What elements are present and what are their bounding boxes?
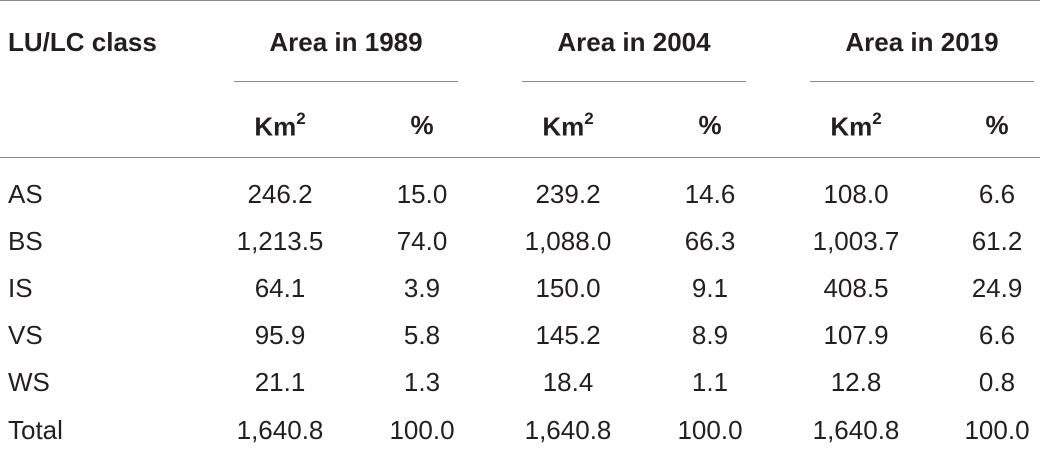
table-cell: 64.1 [254, 273, 306, 303]
group-rule-1989 [234, 81, 458, 82]
group-rule-2004 [522, 81, 746, 82]
row-label: VS [8, 320, 43, 350]
row-label: WS [8, 367, 50, 397]
table-cell: 1.1 [691, 367, 729, 397]
table-cell: 18.4 [542, 367, 594, 397]
table-cell: 74.0 [396, 226, 448, 256]
table-cell: 1,213.5 [236, 226, 324, 256]
table-cell: 246.2 [247, 179, 313, 209]
table-cell: 408.5 [823, 273, 889, 303]
unit-km-label: Km [830, 111, 873, 142]
table-cell: 239.2 [535, 179, 601, 209]
group-rule-2019 [810, 81, 1034, 82]
row-label: IS [8, 273, 33, 303]
table-cell: 9.1 [691, 273, 729, 303]
unit-km-superscript: 2 [584, 109, 594, 128]
unit-km2-2019: Km2 [830, 109, 882, 142]
table-cell: 1,640.8 [236, 415, 324, 445]
unit-km2-1989: Km2 [254, 109, 306, 142]
table-cell: 100.0 [964, 415, 1030, 445]
group-header-1989: Area in 1989 [269, 27, 423, 57]
group-header-2019: Area in 2019 [845, 27, 999, 57]
table-cell: 108.0 [823, 179, 889, 209]
unit-km2-2004: Km2 [542, 109, 594, 142]
table-cell: 1,088.0 [524, 226, 612, 256]
group-header-2004: Area in 2004 [557, 27, 711, 57]
row-label: AS [8, 179, 43, 209]
table-cell: 1,640.8 [524, 415, 612, 445]
class-column-header: LU/LC class [8, 27, 157, 57]
header-bottom-rule [0, 157, 1040, 158]
table-cell: 14.6 [684, 179, 736, 209]
unit-km-label: Km [542, 111, 585, 142]
unit-pct-1989: % [410, 110, 434, 140]
table-cell: 1,003.7 [812, 226, 900, 256]
table-cell: 24.9 [971, 273, 1023, 303]
unit-pct-2004: % [698, 110, 722, 140]
table-cell: 95.9 [254, 320, 306, 350]
table-cell: 3.9 [403, 273, 441, 303]
table-cell: 0.8 [978, 367, 1016, 397]
table-cell: 8.9 [691, 320, 729, 350]
table-cell: 107.9 [823, 320, 889, 350]
table-cell: 5.8 [403, 320, 441, 350]
unit-km-superscript: 2 [296, 109, 306, 128]
table-cell: 1.3 [403, 367, 441, 397]
table-cell: 100.0 [389, 415, 455, 445]
row-label: BS [8, 226, 43, 256]
unit-pct-2019: % [985, 110, 1009, 140]
table-cell: 1,640.8 [812, 415, 900, 445]
table-cell: 12.8 [830, 367, 882, 397]
unit-km-superscript: 2 [872, 109, 882, 128]
table-cell: 61.2 [971, 226, 1023, 256]
row-label: Total [8, 415, 63, 445]
table-cell: 6.6 [978, 179, 1016, 209]
table-cell: 6.6 [978, 320, 1016, 350]
table-cell: 66.3 [684, 226, 736, 256]
table-top-rule [0, 0, 1040, 1]
unit-km-label: Km [254, 111, 297, 142]
table-cell: 150.0 [535, 273, 601, 303]
table-cell: 100.0 [677, 415, 743, 445]
table-cell: 15.0 [396, 179, 448, 209]
table-cell: 145.2 [535, 320, 601, 350]
table-cell: 21.1 [254, 367, 306, 397]
